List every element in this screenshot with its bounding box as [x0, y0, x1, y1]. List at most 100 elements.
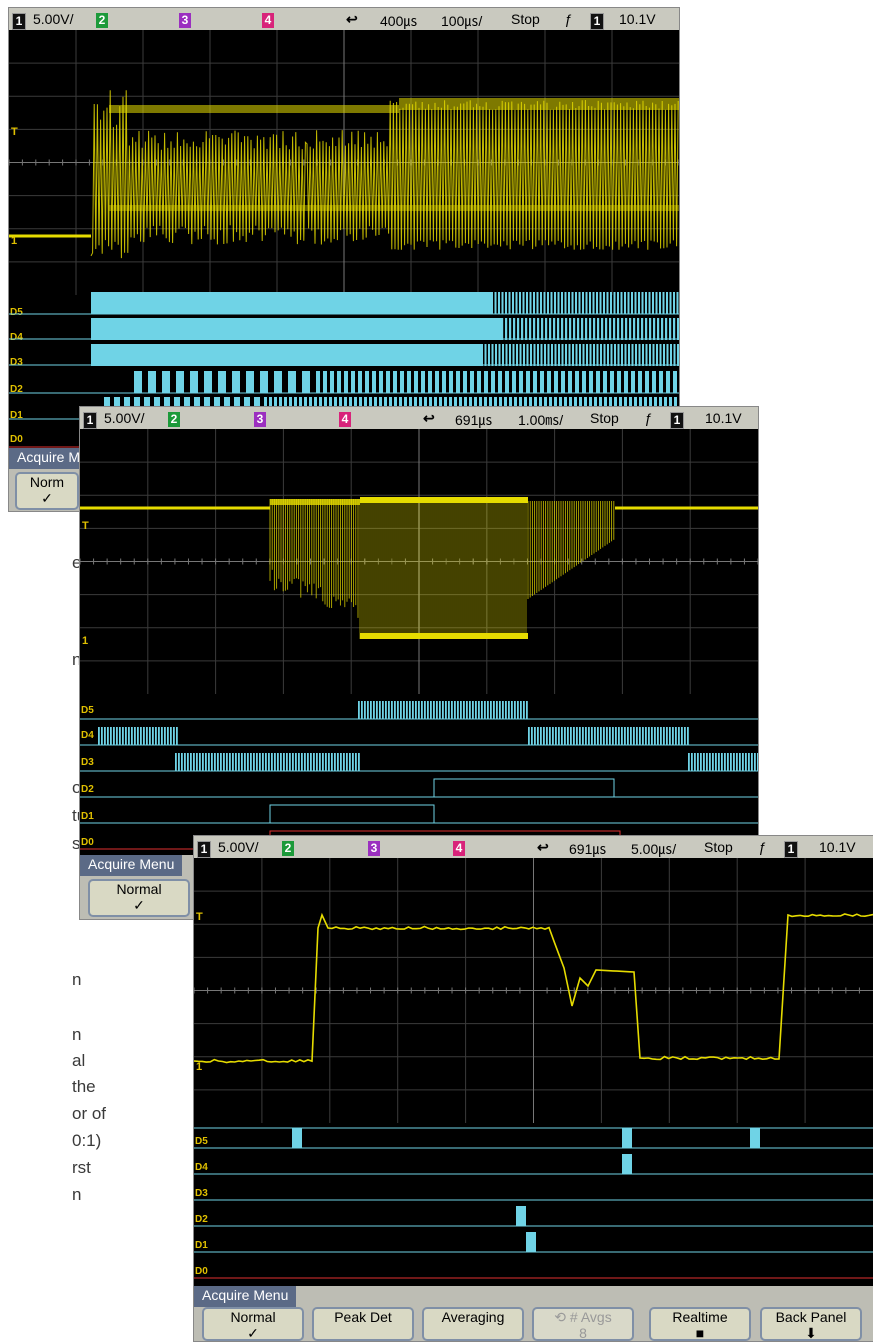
- digital-pulse: [579, 727, 581, 745]
- digital-pulse: [654, 727, 656, 745]
- digital-pulse: [498, 292, 500, 314]
- digital-pulse: [331, 753, 333, 771]
- digital-pulse: [703, 753, 705, 771]
- digital-pulse: [463, 371, 467, 393]
- digital-pulse: [125, 727, 127, 745]
- digital-pulse: [435, 371, 439, 393]
- averaging-button[interactable]: Averaging: [422, 1307, 524, 1341]
- digital-pulse: [181, 753, 183, 771]
- digital-pulse: [633, 318, 635, 340]
- button-label: Averaging: [424, 1309, 522, 1325]
- digital-pulse: [119, 727, 121, 745]
- digital-pulse: [523, 344, 525, 366]
- digital-pulse: [530, 344, 532, 366]
- digital-channel-label: D5: [195, 1136, 208, 1147]
- menu-title: Acquire Menu: [80, 855, 182, 876]
- doc-fragment: the: [72, 1077, 96, 1097]
- digital-channel-label: D0: [10, 434, 23, 445]
- digital-pulse: [439, 701, 441, 719]
- trigger-level-marker: T: [82, 520, 89, 532]
- digital-pulse: [603, 727, 605, 745]
- digital-pulse: [519, 371, 523, 393]
- delay-value: 691㎲: [569, 839, 606, 859]
- digital-pulse: [516, 292, 518, 314]
- trigger-level: 10.1V: [705, 410, 742, 426]
- digital-pulse: [636, 727, 638, 745]
- run-state: Stop: [590, 410, 619, 426]
- digital-pulse: [519, 292, 521, 314]
- digital-pulse: [614, 344, 616, 366]
- digital-pulse: [565, 318, 567, 340]
- digital-pulse: [365, 371, 369, 393]
- digital-pulse: [607, 292, 609, 314]
- digital-pulse: [244, 753, 246, 771]
- digital-pulse: [697, 753, 699, 771]
- digital-pulse: [543, 727, 545, 745]
- normal-mode-button[interactable]: Normal ✓: [202, 1307, 304, 1341]
- digital-pulse: [567, 727, 569, 745]
- digital-pulse: [541, 344, 543, 366]
- digital-channel-label: D3: [195, 1188, 208, 1199]
- digital-pulse: [428, 371, 432, 393]
- digital-pulse: [579, 344, 581, 366]
- digital-pulse: [457, 701, 459, 719]
- peak-detect-button[interactable]: Peak Det: [312, 1307, 414, 1341]
- digital-pulse: [513, 344, 515, 366]
- channel-1-scale: 5.00V/: [33, 11, 73, 27]
- normal-mode-button[interactable]: Norm ✓: [15, 472, 79, 510]
- button-label: Peak Det: [314, 1309, 412, 1325]
- digital-pulse: [575, 292, 577, 314]
- digital-channel-label: D2: [81, 784, 94, 795]
- digital-pulse: [724, 753, 726, 771]
- digital-pulse: [712, 753, 714, 771]
- timebase-value: 100㎲/: [441, 11, 482, 31]
- digital-pulse: [721, 753, 723, 771]
- digital-pulse: [670, 292, 672, 314]
- digital-pulse: [466, 701, 468, 719]
- rotate-knob-icon: ⟲: [554, 1309, 566, 1325]
- digital-pulse: [557, 318, 559, 340]
- digital-pulse: [451, 701, 453, 719]
- digital-channel-label: D4: [10, 332, 23, 343]
- back-panel-button[interactable]: Back Panel ⬇: [760, 1307, 862, 1341]
- digital-pulse: [137, 727, 139, 745]
- digital-pulse: [586, 292, 588, 314]
- digital-pulse: [158, 727, 160, 745]
- digital-pulse: [576, 727, 578, 745]
- doc-fragment: al: [72, 1051, 85, 1071]
- digital-pulse: [568, 371, 572, 393]
- digital-pulse: [677, 318, 679, 340]
- digital-pulse: [603, 292, 605, 314]
- num-averages-button[interactable]: ⟲ # Avgs 8: [532, 1307, 634, 1341]
- digital-pulse: [393, 371, 397, 393]
- digital-pulse: [260, 371, 268, 393]
- digital-pulse: [325, 753, 327, 771]
- button-label: Normal: [90, 881, 188, 897]
- digital-pulse: [568, 292, 570, 314]
- digital-pulse: [673, 318, 675, 340]
- realtime-button[interactable]: Realtime ■: [649, 1307, 751, 1341]
- digital-pulse: [562, 344, 564, 366]
- digital-pulse: [493, 701, 495, 719]
- digital-pulse: [448, 701, 450, 719]
- run-state: Stop: [511, 11, 540, 27]
- digital-pulse: [589, 371, 593, 393]
- digital-pulse: [621, 292, 623, 314]
- digital-pulse: [491, 371, 495, 393]
- digital-pulse: [590, 344, 592, 366]
- digital-pulse: [600, 727, 602, 745]
- digital-pulse: [656, 292, 658, 314]
- digital-pulse: [666, 727, 668, 745]
- digital-pulse: [548, 344, 550, 366]
- normal-mode-button[interactable]: Normal ✓: [88, 879, 190, 917]
- digital-pulse: [167, 727, 169, 745]
- digital-pulse: [501, 318, 503, 340]
- digital-pulse: [649, 318, 651, 340]
- digital-pulse: [597, 318, 599, 340]
- digital-pulse: [585, 318, 587, 340]
- digital-pulse: [343, 753, 345, 771]
- digital-pulse: [140, 727, 142, 745]
- digital-pulse: [617, 371, 621, 393]
- digital-pulse: [603, 371, 607, 393]
- digital-pulse: [667, 344, 669, 366]
